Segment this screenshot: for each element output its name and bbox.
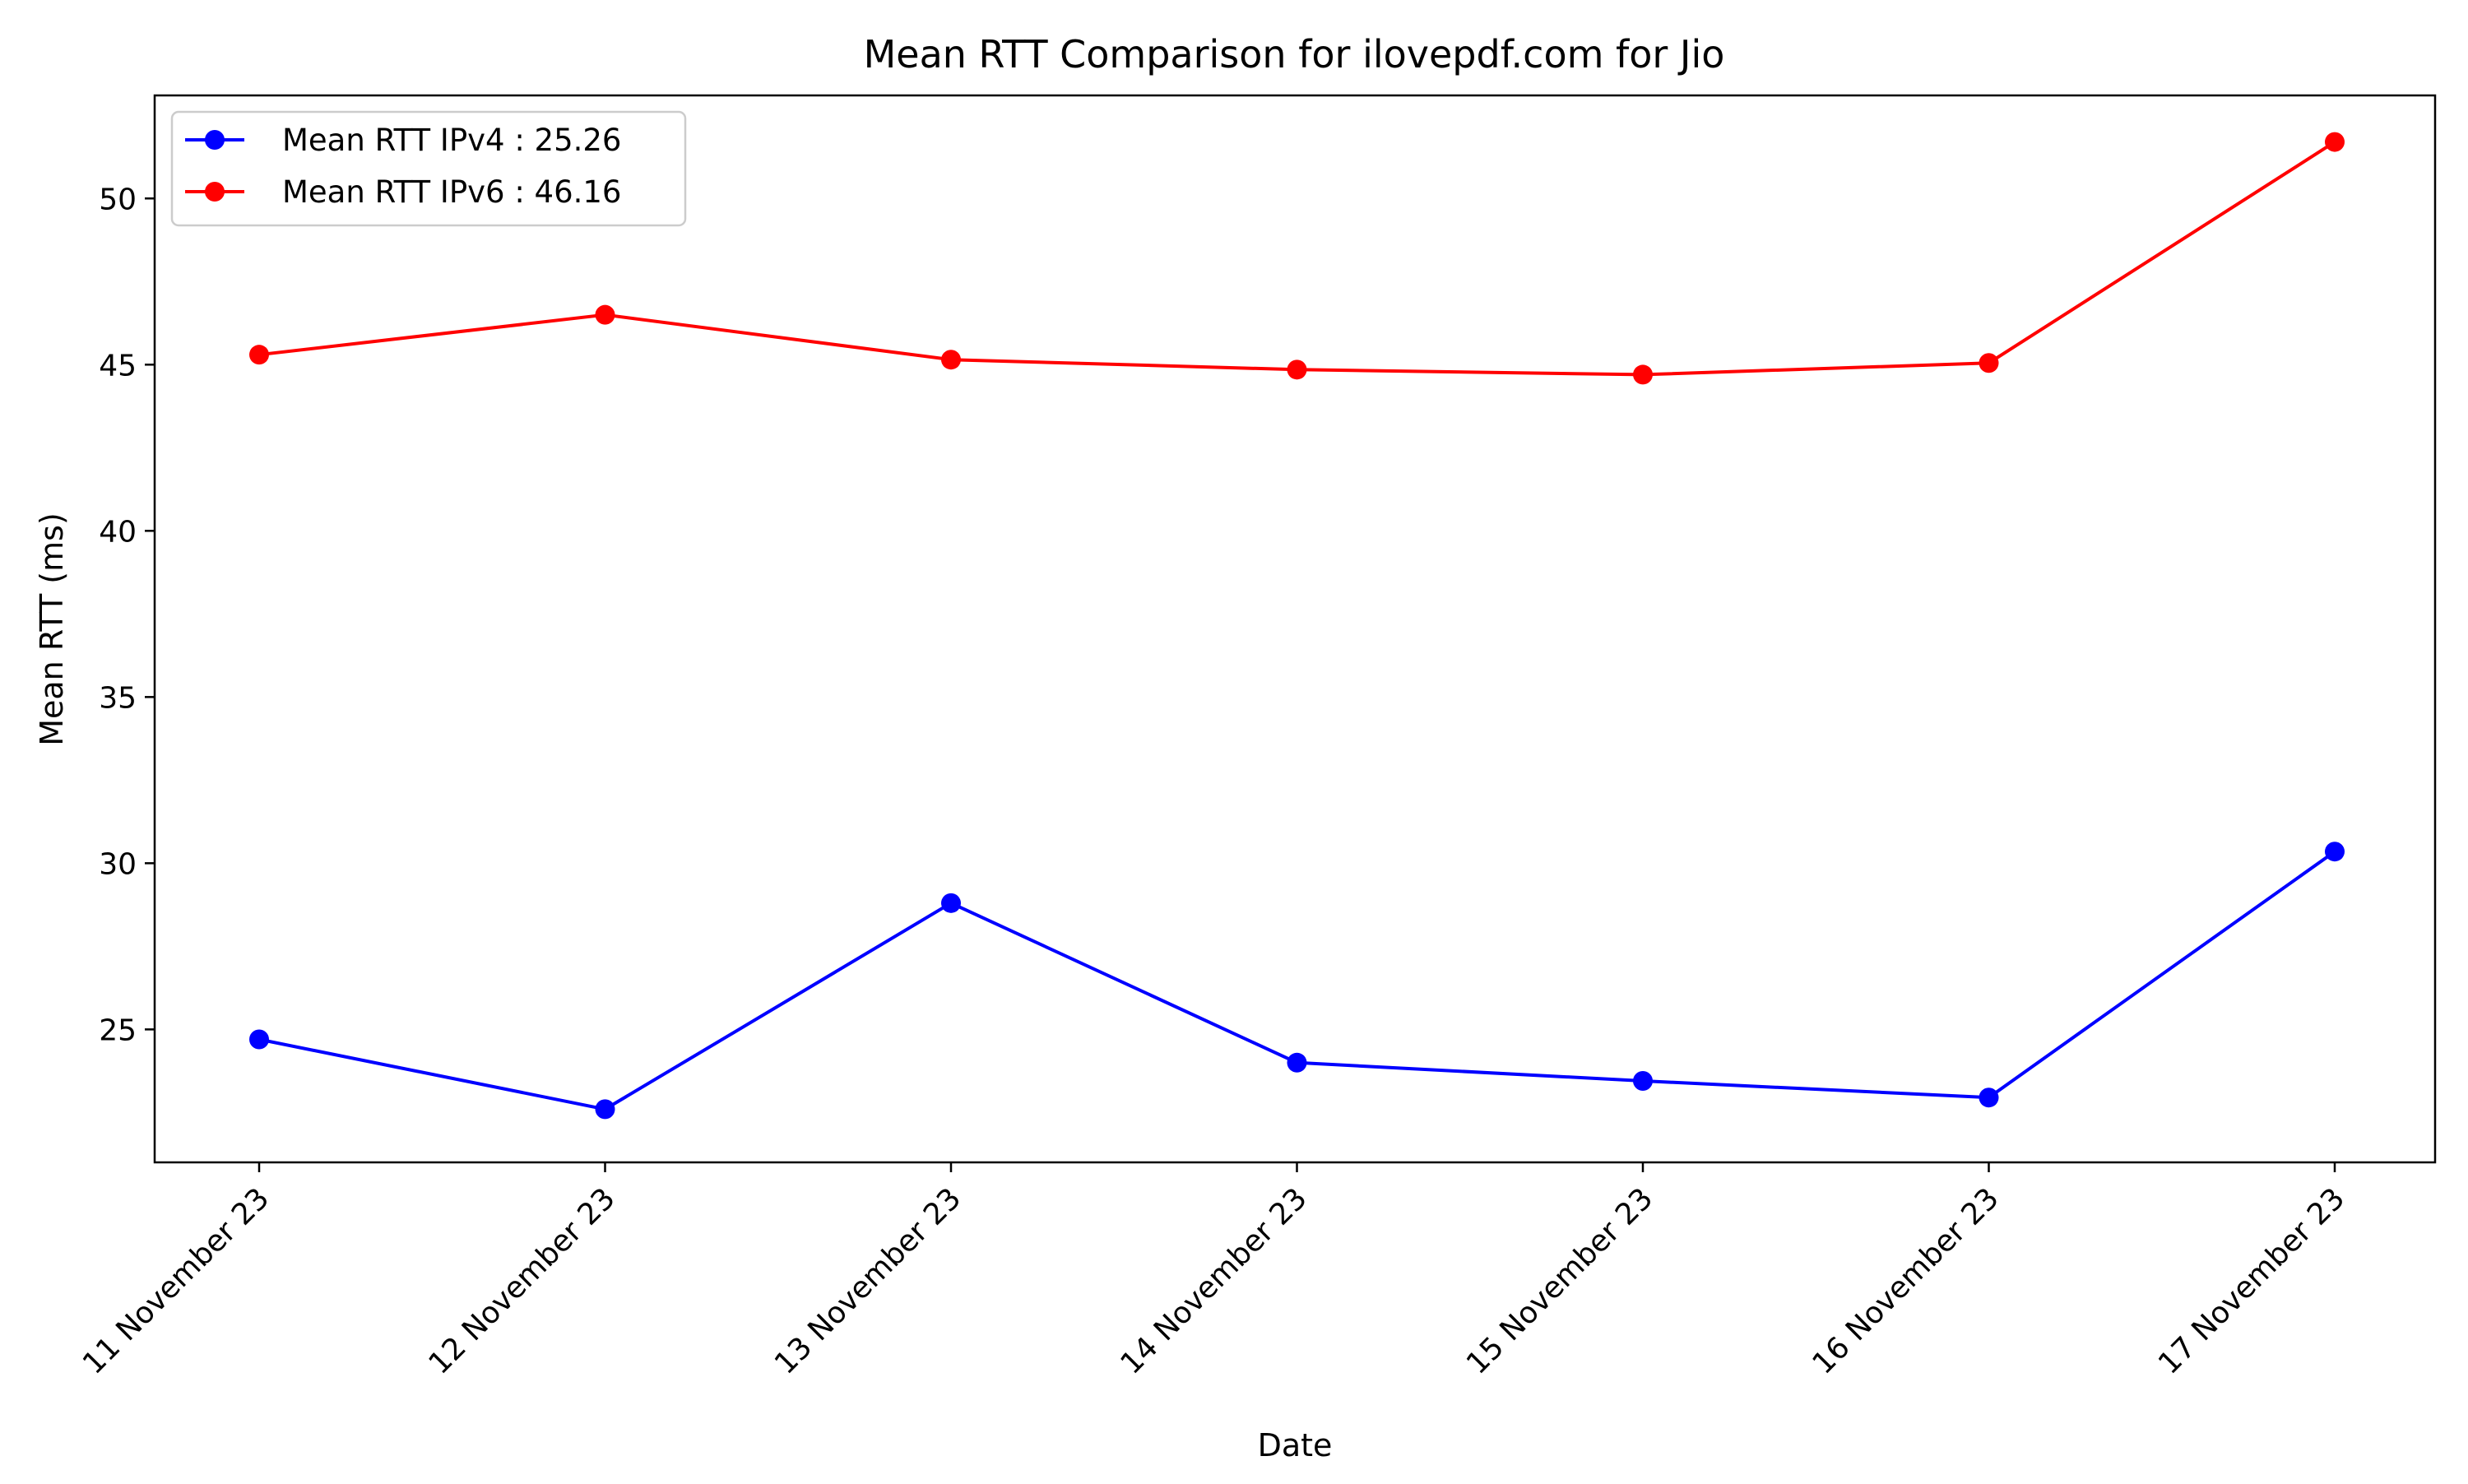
data-point: [1287, 1052, 1307, 1073]
x-tick-label: 16 November 23: [1806, 1181, 2005, 1380]
data-point: [249, 345, 269, 365]
x-tick-label: 14 November 23: [1114, 1181, 1313, 1380]
data-point: [941, 893, 961, 913]
x-tick-label: 11 November 23: [77, 1181, 276, 1380]
y-tick-label: 25: [99, 1013, 137, 1047]
legend-label: Mean RTT IPv6 : 46.16: [282, 174, 621, 210]
y-tick-label: 40: [99, 515, 137, 549]
data-point: [249, 1029, 269, 1050]
legend-marker: [205, 182, 225, 202]
legend-marker: [205, 130, 225, 150]
y-tick-label: 45: [99, 349, 137, 383]
y-tick-label: 50: [99, 183, 137, 216]
y-tick-label: 35: [99, 681, 137, 715]
data-point: [2325, 842, 2345, 862]
data-point: [1979, 353, 1999, 373]
data-point: [595, 1099, 615, 1120]
data-point: [1979, 1087, 1999, 1108]
legend-box: [170, 110, 687, 227]
plot-area: [249, 132, 2345, 1120]
y-tick-label: 30: [99, 847, 137, 881]
data-point: [595, 304, 615, 325]
axes-frame: [153, 94, 2437, 1164]
x-tick-label: 12 November 23: [422, 1181, 621, 1380]
chart-title: Mean RTT Comparison for ilovepdf.com for…: [864, 32, 1725, 77]
x-tick-label: 13 November 23: [768, 1181, 967, 1380]
data-point: [2325, 132, 2345, 152]
legend-label: Mean RTT IPv4 : 25.26: [282, 123, 621, 158]
x-axis: 11 November 23 12 November 23 13 November …: [77, 1162, 2351, 1381]
x-tick-label: 17 November 23: [2152, 1181, 2351, 1380]
data-point: [941, 350, 961, 370]
y-axis-label: Mean RTT (ms): [34, 512, 70, 746]
data-point: [1633, 1071, 1653, 1092]
y-axis: 25 30 35 40 45 50: [99, 183, 155, 1047]
data-point: [1633, 364, 1653, 385]
legend: Mean RTT IPv4 : 25.26 Mean RTT IPv6 : 46.…: [170, 110, 687, 227]
x-tick-label: 15 November 23: [1460, 1181, 1659, 1380]
data-point: [1287, 359, 1307, 380]
x-axis-label: Date: [1258, 1427, 1333, 1463]
